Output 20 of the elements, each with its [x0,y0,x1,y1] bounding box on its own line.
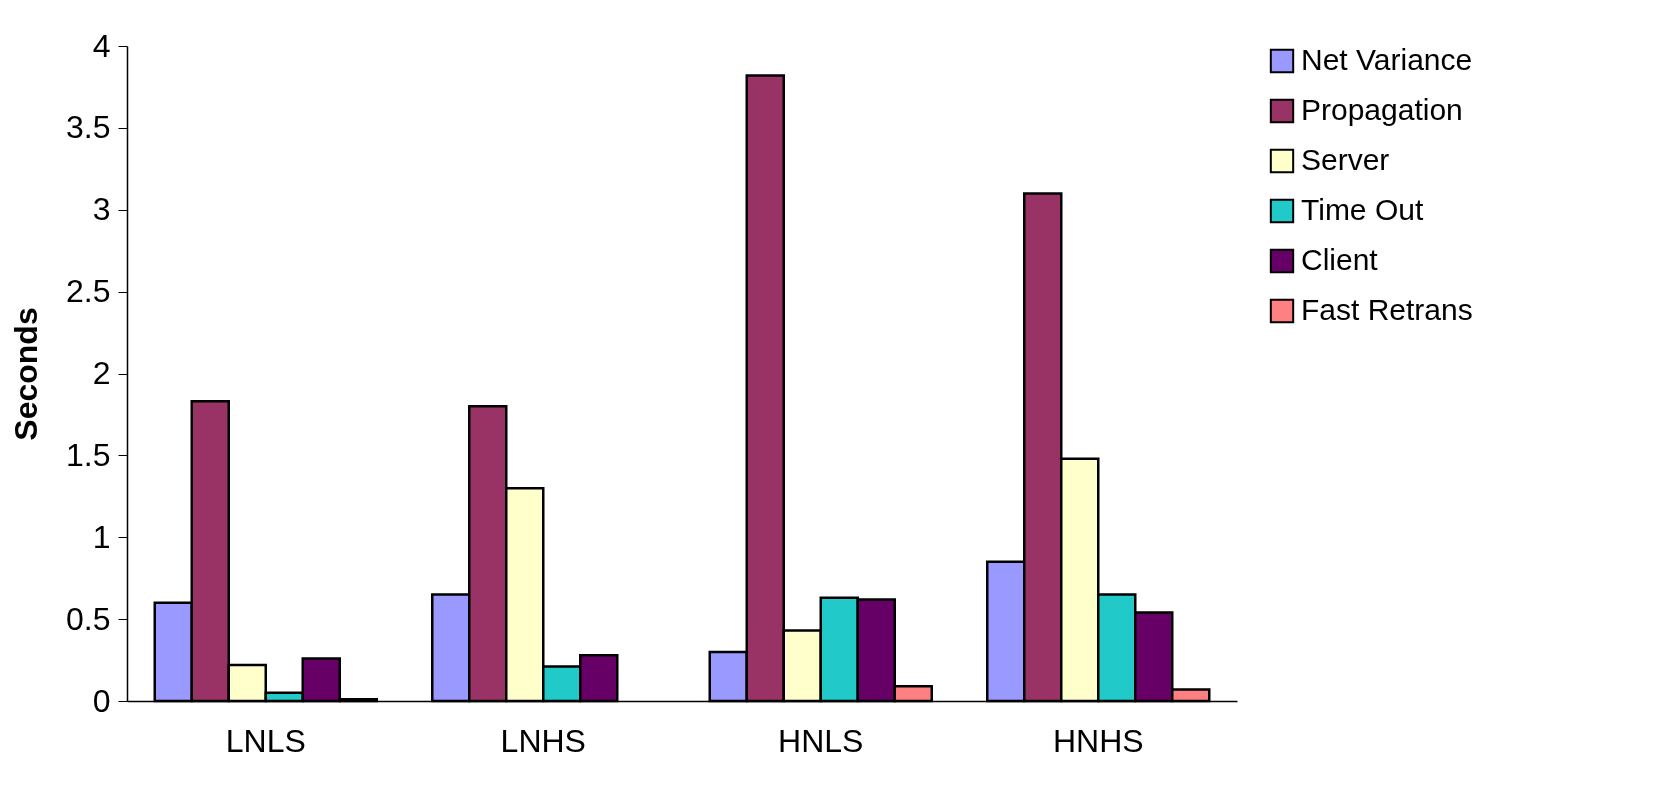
x-tick-label: LNHS [500,722,586,759]
y-tick-label: 1 [92,518,111,555]
y-tick-label: 3 [92,191,111,228]
x-tick-label: LNLS [225,722,306,759]
y-tick-label: 2.5 [66,273,111,310]
y-tick-label: 1.5 [66,436,111,473]
x-tick-label: HNLS [778,722,864,759]
legend-label: Fast Retrans [1301,293,1473,326]
x-tick-label: HNHS [1052,722,1144,759]
y-tick-label: 3.5 [66,109,111,146]
y-tick-label: 2 [92,355,111,391]
y-tick-label: 4 [92,27,111,64]
legend-label: Net Variance [1301,43,1473,76]
legend-label: Client [1301,243,1379,276]
legend-label: Server [1301,143,1390,176]
legend-label: Time Out [1301,193,1424,226]
y-axis-title: Seconds [8,307,45,441]
y-tick-label: 0.5 [66,600,111,637]
legend-label: Propagation [1301,93,1463,126]
y-tick-label: 0 [92,682,111,719]
